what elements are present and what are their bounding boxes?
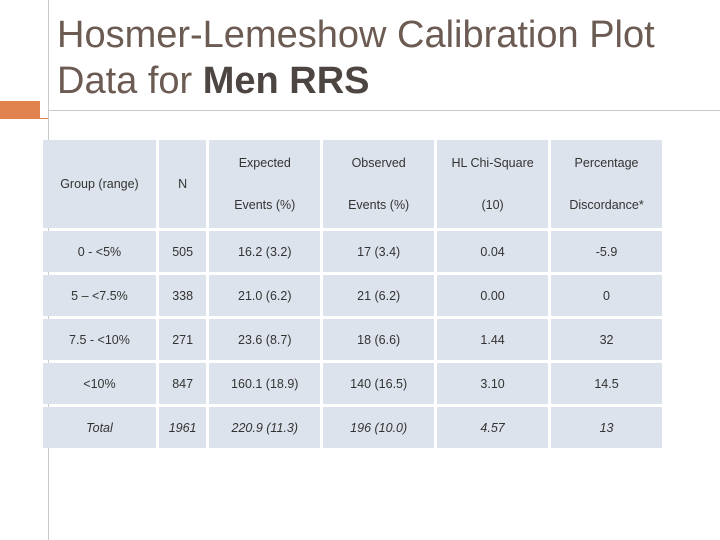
cell-expected: 220.9 (11.3) [209, 407, 321, 448]
table-header-row: Group (range) N Expected Events (%) Obser… [43, 140, 662, 228]
table-row: 0 - <5% 505 16.2 (3.2) 17 (3.4) 0.04 -5.… [43, 231, 662, 272]
calibration-table: Group (range) N Expected Events (%) Obser… [40, 137, 665, 451]
cell-group: <10% [43, 363, 156, 404]
cell-group: Total [43, 407, 156, 448]
title-line-2-prefix: Data for [57, 60, 203, 102]
cell-discordance: 0 [551, 275, 662, 316]
title-line-2-bold: Men RRS [202, 60, 370, 102]
header-n: N [158, 140, 207, 228]
cell-hl-chi-square: 0.04 [437, 231, 549, 272]
cell-n: 1961 [158, 407, 207, 448]
cell-hl-chi-square: 3.10 [437, 363, 549, 404]
cell-observed: 21 (6.2) [323, 275, 435, 316]
cell-observed: 17 (3.4) [323, 231, 435, 272]
header-percentage-discordance: Percentage Discordance* [551, 140, 662, 228]
accent-connector [40, 118, 48, 119]
cell-observed: 140 (16.5) [323, 363, 435, 404]
accent-bar [0, 101, 40, 119]
cell-n: 338 [158, 275, 207, 316]
header-hl-chi-square: HL Chi-Square (10) [437, 140, 549, 228]
cell-group: 0 - <5% [43, 231, 156, 272]
cell-discordance: -5.9 [551, 231, 662, 272]
cell-group: 5 – <7.5% [43, 275, 156, 316]
cell-n: 271 [158, 319, 207, 360]
header-observed: Observed Events (%) [323, 140, 435, 228]
cell-expected: 21.0 (6.2) [209, 275, 321, 316]
cell-hl-chi-square: 1.44 [437, 319, 549, 360]
cell-group: 7.5 - <10% [43, 319, 156, 360]
cell-n: 505 [158, 231, 207, 272]
horizontal-rule [48, 110, 720, 111]
cell-observed: 18 (6.6) [323, 319, 435, 360]
cell-expected: 16.2 (3.2) [209, 231, 321, 272]
cell-n: 847 [158, 363, 207, 404]
cell-discordance: 32 [551, 319, 662, 360]
cell-expected: 160.1 (18.9) [209, 363, 321, 404]
table-row: <10% 847 160.1 (18.9) 140 (16.5) 3.10 14… [43, 363, 662, 404]
slide-title: Hosmer-Lemeshow Calibration Plot Data fo… [57, 12, 707, 104]
cell-hl-chi-square: 0.00 [437, 275, 549, 316]
header-expected: Expected Events (%) [209, 140, 321, 228]
table-total-row: Total 1961 220.9 (11.3) 196 (10.0) 4.57 … [43, 407, 662, 448]
table-row: 5 – <7.5% 338 21.0 (6.2) 21 (6.2) 0.00 0 [43, 275, 662, 316]
table-row: 7.5 - <10% 271 23.6 (8.7) 18 (6.6) 1.44 … [43, 319, 662, 360]
cell-observed: 196 (10.0) [323, 407, 435, 448]
cell-discordance: 13 [551, 407, 662, 448]
cell-hl-chi-square: 4.57 [437, 407, 549, 448]
header-group-range: Group (range) [43, 140, 156, 228]
cell-expected: 23.6 (8.7) [209, 319, 321, 360]
title-line-1: Hosmer-Lemeshow Calibration Plot [57, 14, 655, 56]
cell-discordance: 14.5 [551, 363, 662, 404]
